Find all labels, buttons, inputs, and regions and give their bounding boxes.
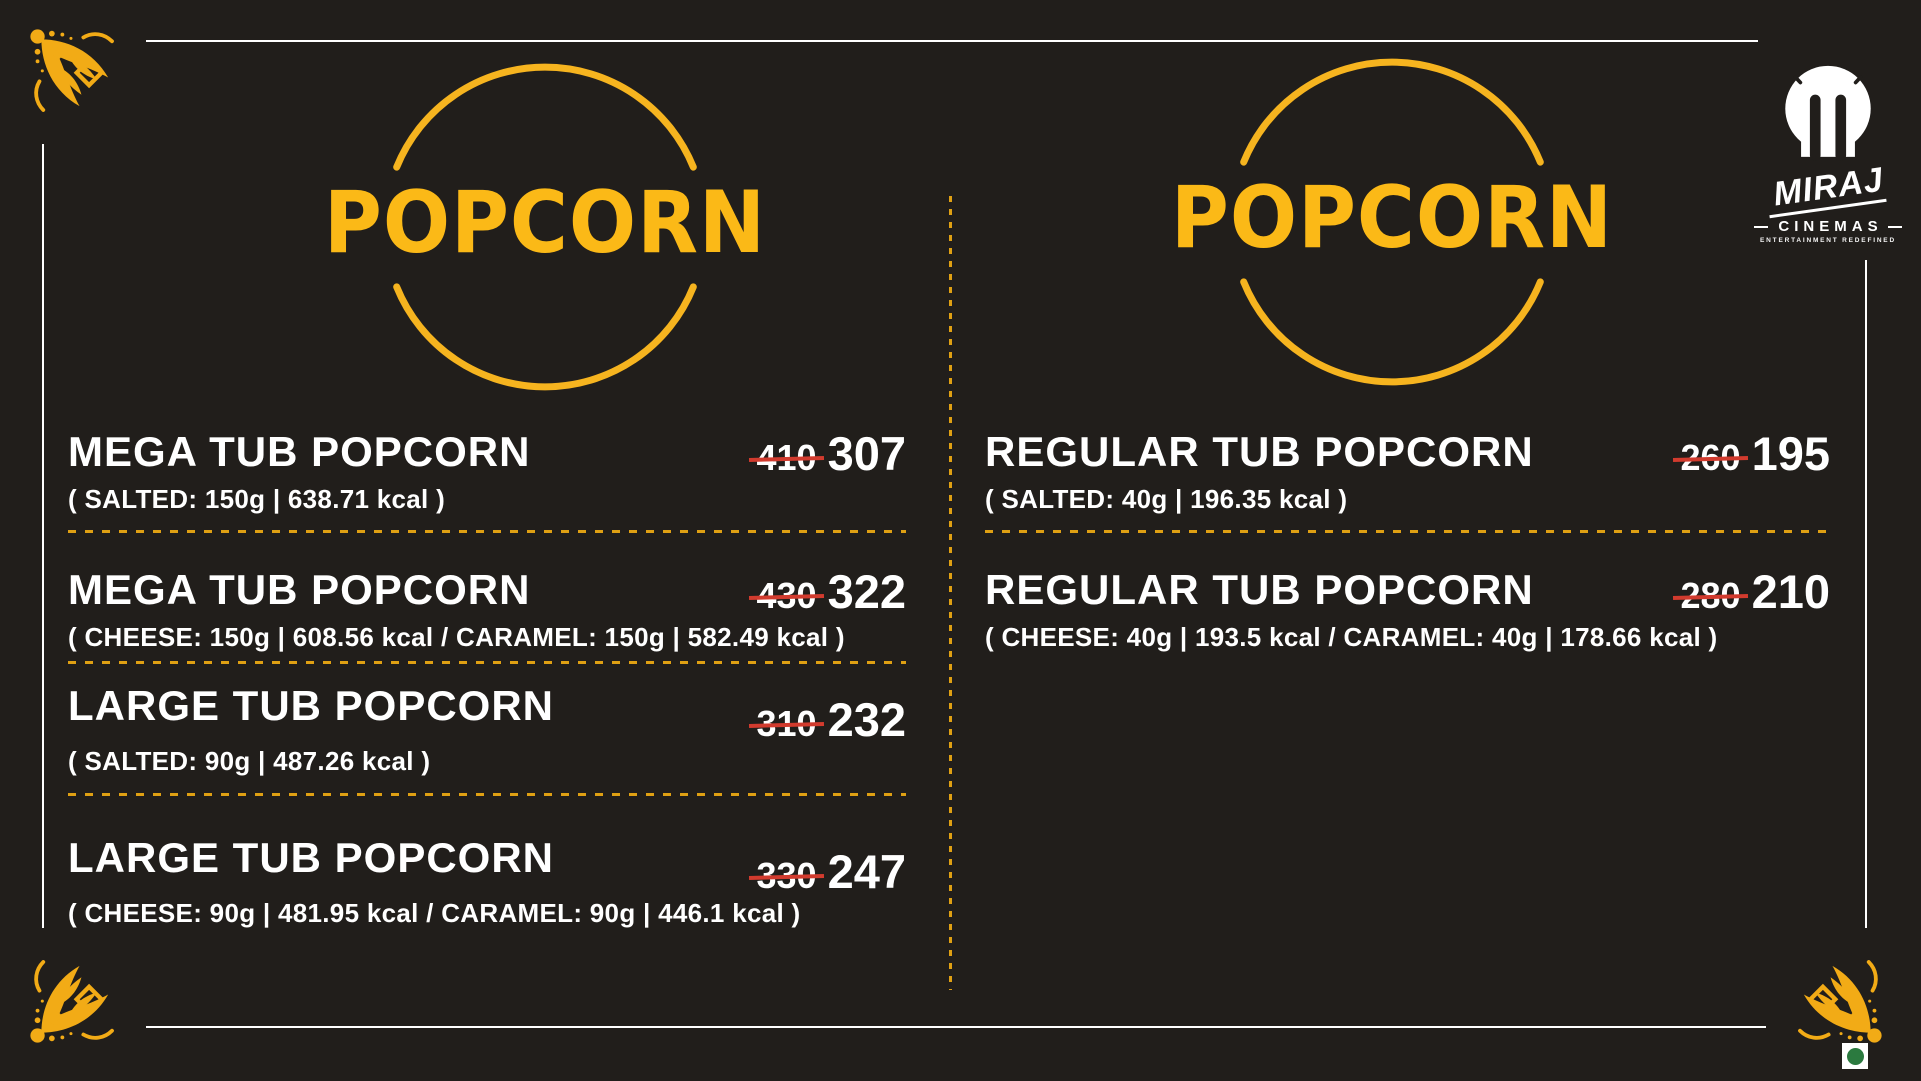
item-separator (985, 530, 1830, 533)
old-price: 260 (1680, 437, 1741, 478)
menu-item: REGULAR TUB POPCORN ( SALTED: 40g | 196.… (985, 428, 1831, 515)
item-name: REGULAR TUB POPCORN (985, 428, 1534, 475)
menu-item: MEGA TUB POPCORN ( CHEESE: 150g | 608.56… (68, 566, 907, 653)
old-price: 330 (756, 855, 817, 896)
veg-green-dot (1846, 1047, 1864, 1065)
brand-division-label: CINEMAS (1778, 218, 1883, 235)
floral-corner-ornament (28, 26, 146, 144)
item-name: MEGA TUB POPCORN (68, 566, 531, 613)
circle-outline-icon (1240, 58, 1544, 386)
item-price: 430 322 (757, 568, 907, 615)
item-name: LARGE TUB POPCORN (68, 682, 555, 729)
old-price: 310 (756, 703, 817, 744)
brand-tagline: ENTERTAINMENT REDEFINED (1760, 237, 1896, 244)
menu-item: LARGE TUB POPCORN ( CHEESE: 90g | 481.95… (68, 834, 907, 929)
circle-outline-icon (393, 63, 697, 391)
item-details: ( SALTED: 90g | 487.26 kcal ) (68, 746, 431, 777)
item-details: ( CHEESE: 40g | 193.5 kcal / CARAMEL: 40… (985, 622, 1718, 653)
item-separator (68, 661, 906, 664)
old-price: 410 (756, 437, 817, 478)
menu-item: LARGE TUB POPCORN ( SALTED: 90g | 487.26… (68, 682, 907, 777)
item-details: ( CHEESE: 90g | 481.95 kcal / CARAMEL: 9… (68, 898, 801, 929)
item-price: 260 195 (1681, 430, 1831, 477)
new-price: 322 (827, 565, 906, 618)
item-price: 280 210 (1681, 568, 1831, 615)
dash-decoration (1887, 225, 1902, 228)
new-price: 210 (1751, 565, 1830, 618)
brand-division: CINEMAS (1754, 218, 1902, 235)
old-price: 280 (1680, 575, 1741, 616)
floral-corner-ornament (1766, 928, 1884, 1046)
popcorn-header-right: POPCORN (1171, 52, 1612, 392)
section-title: POPCORN (1170, 168, 1614, 268)
item-details: ( CHEESE: 150g | 608.56 kcal / CARAMEL: … (68, 622, 845, 653)
miraj-m-emblem-icon (1785, 65, 1871, 161)
item-name: LARGE TUB POPCORN (68, 834, 555, 881)
menu-item: MEGA TUB POPCORN ( SALTED: 150g | 638.71… (68, 428, 907, 515)
item-price: 330 247 (757, 848, 907, 895)
new-price: 247 (827, 845, 906, 898)
item-name: REGULAR TUB POPCORN (985, 566, 1534, 613)
section-title: POPCORN (323, 173, 767, 273)
item-price: 310 232 (757, 696, 907, 743)
item-name: MEGA TUB POPCORN (68, 428, 531, 475)
old-price: 430 (756, 575, 817, 616)
floral-corner-ornament (28, 928, 146, 1046)
popcorn-header-left: POPCORN (324, 57, 765, 397)
veg-indicator-icon (1842, 1043, 1868, 1069)
new-price: 307 (827, 427, 906, 480)
new-price: 195 (1751, 427, 1830, 480)
item-price: 410 307 (757, 430, 907, 477)
item-details: ( SALTED: 40g | 196.35 kcal ) (985, 484, 1348, 515)
item-separator (68, 530, 906, 533)
dash-decoration (1754, 225, 1769, 228)
item-details: ( SALTED: 150g | 638.71 kcal ) (68, 484, 446, 515)
new-price: 232 (827, 693, 906, 746)
item-separator (68, 793, 906, 796)
column-divider (949, 196, 952, 990)
brand-logo: MIRAJ CINEMAS ENTERTAINMENT REDEFINED (1754, 28, 1902, 260)
menu-item: REGULAR TUB POPCORN ( CHEESE: 40g | 193.… (985, 566, 1831, 653)
